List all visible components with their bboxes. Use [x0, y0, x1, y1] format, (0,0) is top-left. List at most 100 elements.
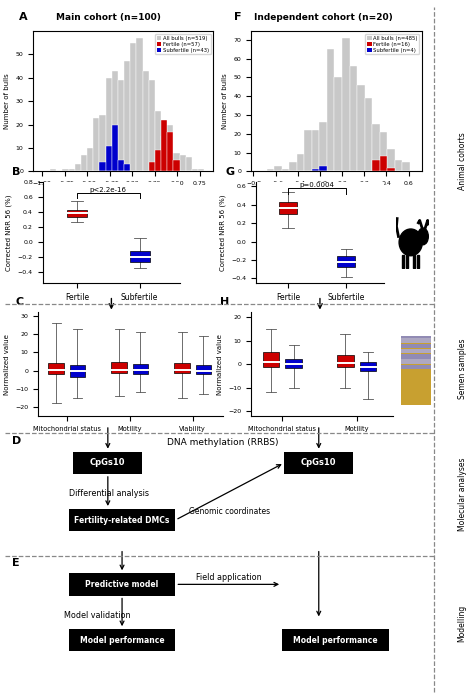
Y-axis label: Corrected NRR 56 (%): Corrected NRR 56 (%) [219, 194, 226, 271]
Bar [337, 257, 356, 268]
Bar [312, 169, 319, 171]
Bar [106, 78, 112, 171]
Bar [149, 162, 155, 171]
Bar [155, 110, 161, 171]
Text: G: G [225, 166, 234, 177]
Bar [186, 157, 192, 171]
Text: Field application: Field application [196, 573, 262, 582]
Bar [180, 155, 186, 171]
Bar [401, 367, 431, 405]
Y-axis label: Number of bulls: Number of bulls [4, 73, 10, 129]
Bar [100, 115, 106, 171]
Bar [196, 365, 211, 374]
Bar [319, 166, 327, 171]
Bar [395, 160, 402, 171]
Text: CpGs10: CpGs10 [301, 459, 337, 467]
Bar [349, 66, 357, 171]
Y-axis label: Number of bulls: Number of bulls [222, 73, 228, 129]
Bar [304, 130, 312, 171]
Bar [133, 364, 148, 374]
Bar [372, 160, 380, 171]
Text: Animal cohorts: Animal cohorts [458, 132, 466, 189]
Bar [401, 354, 431, 359]
Bar [285, 359, 302, 368]
Text: Fertility-related DMCs: Fertility-related DMCs [74, 516, 170, 524]
Bar [401, 365, 431, 369]
Bar [106, 145, 112, 171]
Bar [48, 363, 64, 374]
Bar [124, 62, 130, 171]
Text: Model performance: Model performance [80, 636, 164, 644]
Text: Genomic coordinates: Genomic coordinates [189, 507, 271, 517]
Bar [155, 150, 161, 171]
Bar [161, 120, 167, 171]
Y-axis label: Normalized value: Normalized value [217, 333, 223, 395]
Text: CpGs10: CpGs10 [90, 459, 126, 467]
Bar [365, 98, 372, 171]
Bar [279, 202, 297, 214]
Text: B: B [12, 166, 21, 177]
Text: Modelling: Modelling [458, 605, 466, 642]
Bar [413, 255, 415, 268]
Bar [274, 166, 282, 171]
Text: F: F [234, 12, 242, 22]
Text: Molecular analyses: Molecular analyses [458, 458, 466, 531]
Bar [319, 122, 327, 171]
Text: E: E [12, 559, 19, 568]
Bar [401, 333, 431, 338]
Bar [137, 38, 143, 171]
Text: Semen samples: Semen samples [458, 338, 466, 399]
Bar [130, 43, 137, 171]
Bar [406, 255, 409, 268]
Text: Model performance: Model performance [293, 636, 378, 644]
Bar [69, 169, 75, 171]
Bar [149, 80, 155, 171]
Bar [360, 362, 376, 371]
Bar [387, 149, 395, 171]
Text: D: D [12, 436, 21, 446]
Bar [337, 355, 354, 366]
Text: C: C [16, 297, 24, 308]
Bar [192, 169, 198, 171]
Bar [67, 210, 87, 217]
Bar [50, 169, 56, 171]
Y-axis label: Corrected NRR 56 (%): Corrected NRR 56 (%) [6, 194, 12, 271]
Bar [263, 352, 279, 366]
Bar [380, 132, 387, 171]
Bar [100, 162, 106, 171]
Text: Predictive model: Predictive model [85, 580, 159, 589]
Bar [129, 251, 149, 262]
Bar [87, 148, 93, 171]
Bar [402, 162, 410, 171]
Text: p=0.0004: p=0.0004 [300, 182, 335, 188]
Bar [401, 338, 431, 343]
Bar [112, 71, 118, 171]
Bar [63, 169, 69, 171]
Text: Differential analysis: Differential analysis [69, 489, 149, 498]
Legend: All bulls (n=485), Fertile (n=16), Subfertile (n=4): All bulls (n=485), Fertile (n=16), Subfe… [365, 34, 419, 55]
Text: DNA methylation (RRBS): DNA methylation (RRBS) [167, 438, 279, 447]
Text: H: H [220, 297, 229, 308]
Bar [417, 255, 419, 268]
Bar [75, 164, 81, 171]
Bar [112, 124, 118, 171]
Text: p<2.2e-16: p<2.2e-16 [90, 187, 127, 193]
Bar [342, 38, 349, 171]
Bar [167, 124, 173, 171]
Bar [402, 255, 404, 268]
Text: Independent cohort (n=20): Independent cohort (n=20) [254, 13, 392, 22]
Bar [401, 349, 431, 353]
X-axis label: Corrected NRR 56 (%): Corrected NRR 56 (%) [85, 192, 162, 198]
Bar [174, 363, 190, 373]
Text: Model validation: Model validation [64, 611, 130, 620]
Bar [198, 169, 204, 171]
Bar [111, 362, 127, 373]
Bar [167, 131, 173, 171]
Legend: All bulls (n=519), Fertile (n=57), Subfertile (n=43): All bulls (n=519), Fertile (n=57), Subfe… [155, 34, 210, 55]
Bar [297, 154, 304, 171]
Text: Main cohort (n=100): Main cohort (n=100) [56, 13, 161, 22]
Bar [118, 159, 124, 171]
Bar [173, 159, 180, 171]
Bar [401, 343, 431, 348]
Bar [161, 136, 167, 171]
